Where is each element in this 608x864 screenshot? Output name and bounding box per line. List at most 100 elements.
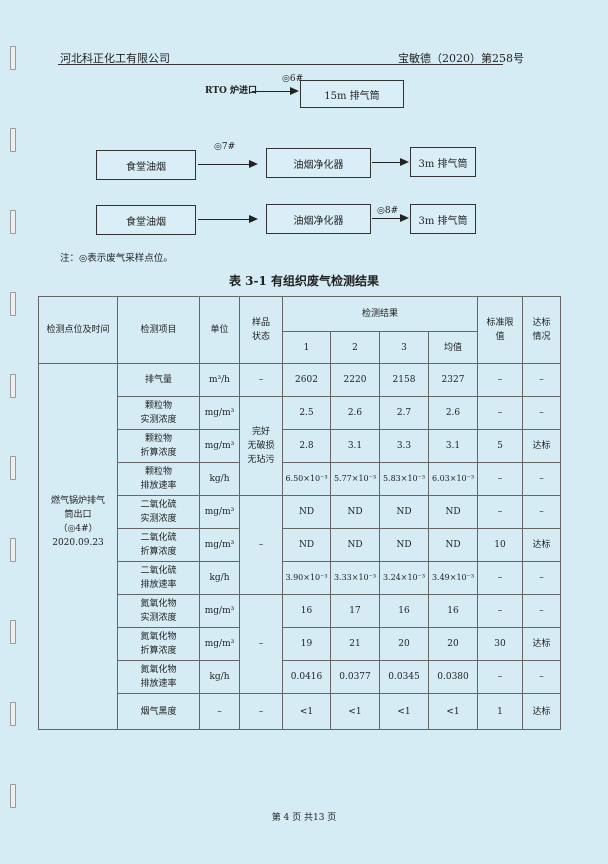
binder-hole: [10, 456, 16, 480]
item-cell: 二氧化硫 排放速率: [117, 561, 200, 595]
table-row: 氮氧化物 折算浓度 mg/m³ 19 21 20 20 30 达标: [39, 627, 561, 661]
item-cell: 烟气黑度: [117, 693, 200, 730]
table-row: 颗粒物 折算浓度 mg/m³ 2.8 3.1 3.3 3.1 5 达标: [39, 429, 561, 463]
value-cell: 2.6: [428, 396, 478, 430]
item-cell: 颗粒物 排放速率: [117, 462, 200, 496]
rto-inlet-label: RTO 炉进口: [205, 86, 257, 96]
value-cell: 2.8: [282, 429, 331, 463]
flow-arrow: [372, 158, 409, 166]
header-limit-text: 标准限值: [486, 318, 514, 342]
header-item: 检测项目: [117, 296, 200, 364]
value-cell: 3.1: [330, 429, 380, 463]
location-line: 2020.09.23: [52, 537, 104, 548]
value-cell: ND: [282, 528, 331, 562]
value-cell: <1: [379, 693, 429, 730]
binder-hole: [10, 784, 16, 808]
header-state-text: 样品状态: [251, 318, 270, 342]
value-cell: 0.0416: [282, 660, 331, 694]
binder-hole: [10, 292, 16, 316]
flow-arrow: [198, 215, 258, 223]
compliance-cell: 达标: [522, 528, 561, 562]
binder-hole: [10, 702, 16, 726]
sample-state-cell: –: [239, 693, 283, 730]
binder-hole: [10, 128, 16, 152]
compliance-cell: –: [522, 594, 561, 628]
header-run-3: 3: [379, 331, 429, 364]
limit-cell: 10: [477, 528, 523, 562]
limit-cell: –: [477, 363, 523, 397]
limit-cell: –: [477, 462, 523, 496]
value-cell: 21: [330, 627, 380, 661]
header-run-2: 2: [330, 331, 380, 364]
purifier-box: 油烟净化器: [266, 148, 371, 178]
value-cell: <1: [282, 693, 331, 730]
stack-15m-box: 15m 排气筒: [300, 80, 404, 108]
header-limit: 标准限值: [477, 296, 523, 364]
unit-cell: mg/m³: [199, 495, 240, 529]
value-cell: ND: [428, 495, 478, 529]
value-cell: 16: [379, 594, 429, 628]
table-title: 表 3-1 有组织废气检测结果: [228, 274, 380, 288]
value-cell: 5.77×10⁻³: [330, 462, 380, 496]
location-cell: 燃气锅炉排气 筒出口 （◎4#） 2020.09.23: [38, 363, 118, 730]
value-cell: 2.5: [282, 396, 331, 430]
sample-state-cell: 完好 无破损 无玷污: [239, 396, 283, 496]
value-cell: 3.90×10⁻³: [282, 561, 331, 595]
compliance-cell: –: [522, 561, 561, 595]
item-cell: 二氧化硫 实测浓度: [117, 495, 200, 529]
item-cell: 颗粒物 实测浓度: [117, 396, 200, 430]
binder-hole: [10, 374, 16, 398]
flow-arrow: [372, 214, 409, 222]
compliance-cell: –: [522, 660, 561, 694]
header-compliance: 达标情况: [522, 296, 561, 364]
value-cell: 0.0380: [428, 660, 478, 694]
unit-cell: mg/m³: [199, 396, 240, 430]
table-row: 烟气黑度 – – <1 <1 <1 <1 1 达标: [39, 693, 561, 730]
limit-cell: –: [477, 396, 523, 430]
value-cell: 0.0377: [330, 660, 380, 694]
value-cell: 3.24×10⁻³: [379, 561, 429, 595]
unit-cell: m³/h: [199, 363, 240, 397]
item-cell: 排气量: [117, 363, 200, 397]
item-cell: 氮氧化物 折算浓度: [117, 627, 200, 661]
limit-cell: 5: [477, 429, 523, 463]
table-row: 颗粒物 实测浓度 mg/m³ 完好 无破损 无玷污 2.5 2.6 2.7 2.6– –: [39, 396, 561, 496]
sampling-point-7: ◎7#: [214, 142, 236, 152]
value-cell: 3.1: [428, 429, 478, 463]
value-cell: 5.83×10⁻³: [379, 462, 429, 496]
item-cell: 二氧化硫 折算浓度: [117, 528, 200, 562]
value-cell: 20: [428, 627, 478, 661]
canteen-fume-box: 食堂油烟: [96, 205, 196, 235]
compliance-cell: –: [522, 396, 561, 430]
item-cell: 氮氧化物 实测浓度: [117, 594, 200, 628]
value-cell: 0.0345: [379, 660, 429, 694]
item-cell: 氮氧化物 排放速率: [117, 660, 200, 694]
table-row: 二氧化硫 折算浓度 mg/m³ ND ND ND ND 10 达标: [39, 528, 561, 562]
value-cell: 3.49×10⁻³: [428, 561, 478, 595]
value-cell: ND: [428, 528, 478, 562]
page-footer: 第 4 页 共13 页: [271, 813, 337, 823]
value-cell: ND: [330, 495, 380, 529]
unit-cell: kg/h: [199, 660, 240, 694]
binder-hole: [10, 538, 16, 562]
location-line: （◎4#）: [58, 523, 98, 534]
value-cell: 3.33×10⁻³: [330, 561, 380, 595]
header-average: 均值: [428, 331, 478, 364]
value-cell: 16: [428, 594, 478, 628]
header-state: 样品状态: [239, 296, 283, 364]
sampling-point-8: ◎8#: [377, 206, 399, 216]
diagram-note: 注：◎表示废气采样点位。: [60, 253, 173, 264]
binder-hole: [10, 46, 16, 70]
value-cell: 17: [330, 594, 380, 628]
header-rule: [58, 64, 503, 65]
compliance-cell: –: [522, 495, 561, 529]
unit-cell: kg/h: [199, 462, 240, 496]
value-cell: ND: [282, 495, 331, 529]
value-cell: 6.50×10⁻³: [282, 462, 331, 496]
binder-hole: [10, 210, 16, 234]
value-cell: 2158: [379, 363, 429, 397]
sample-state-cell: –: [239, 495, 283, 595]
value-cell: 16: [282, 594, 331, 628]
compliance-cell: –: [522, 363, 561, 397]
limit-cell: –: [477, 660, 523, 694]
